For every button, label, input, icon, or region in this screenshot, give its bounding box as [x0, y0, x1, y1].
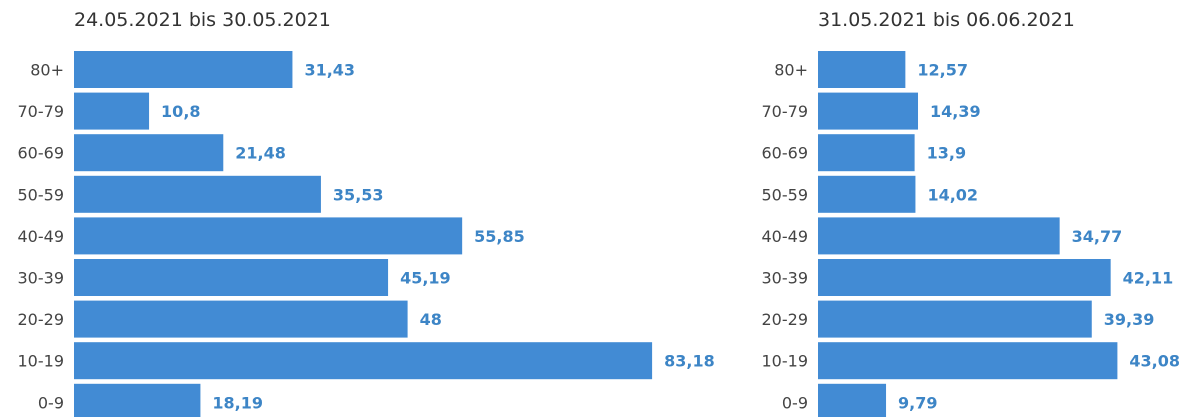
category-tick-label: 0-9 — [38, 393, 64, 412]
data-label: 83,18 — [664, 352, 715, 371]
data-label: 18,19 — [212, 393, 263, 412]
category-tick-label: 50-59 — [18, 185, 65, 204]
bar-chart-left: 80+ 31,43 70-79 10,8 60-69 21,48 50-59 35,53 40-… — [18, 51, 715, 417]
bar — [818, 383, 887, 417]
category-tick-label: 40-49 — [18, 227, 65, 246]
category-tick-label: 70-79 — [18, 102, 65, 121]
chart-panel-right: 31.05.2021 bis 06.06.2021 80+ 12,57 70-79 1… — [740, 0, 1195, 417]
bar-chart-right: 80+ 12,57 70-79 14,39 60-69 13,9 50-59 14,02 40-… — [762, 51, 1180, 417]
data-label: 35,53 — [333, 185, 384, 204]
data-label: 42,11 — [1123, 269, 1174, 288]
category-tick-label: 10-19 — [18, 352, 65, 371]
data-label: 12,57 — [917, 61, 968, 80]
bar — [818, 134, 915, 172]
bar — [818, 92, 919, 130]
data-label: 43,08 — [1129, 352, 1180, 371]
bar — [74, 134, 224, 172]
data-label: 14,39 — [930, 102, 981, 121]
bar — [74, 342, 653, 380]
category-tick-label: 20-29 — [762, 310, 809, 329]
data-label: 34,77 — [1072, 227, 1123, 246]
category-tick-label: 60-69 — [762, 144, 809, 163]
bar — [74, 217, 463, 255]
category-tick-label: 80+ — [30, 61, 64, 80]
category-tick-label: 30-39 — [18, 269, 65, 288]
bar — [818, 259, 1111, 296]
bar — [74, 259, 389, 296]
bar — [818, 342, 1118, 380]
data-label: 10,8 — [161, 102, 200, 121]
bar — [818, 175, 916, 213]
bar — [818, 217, 1060, 255]
chart-title: 31.05.2021 bis 06.06.2021 — [818, 9, 1075, 31]
category-tick-label: 80+ — [774, 61, 808, 80]
bar — [74, 51, 293, 88]
chart-title: 24.05.2021 bis 30.05.2021 — [74, 9, 331, 31]
data-label: 55,85 — [474, 227, 525, 246]
data-label: 31,43 — [304, 61, 355, 80]
category-tick-label: 40-49 — [762, 227, 809, 246]
data-label: 9,79 — [898, 393, 937, 412]
data-label: 45,19 — [400, 269, 451, 288]
category-tick-label: 50-59 — [762, 185, 809, 204]
bar — [74, 92, 150, 130]
category-tick-label: 20-29 — [18, 310, 65, 329]
data-label: 39,39 — [1104, 310, 1155, 329]
data-label: 14,02 — [927, 185, 978, 204]
data-label: 21,48 — [235, 144, 286, 163]
chart-panel-left: 24.05.2021 bis 30.05.2021 80+ 31,43 70-79 1… — [18, 9, 715, 417]
category-tick-label: 0-9 — [782, 393, 808, 412]
data-label: 48 — [420, 310, 442, 329]
category-tick-label: 60-69 — [18, 144, 65, 163]
category-tick-label: 10-19 — [762, 352, 809, 371]
bar — [74, 175, 321, 213]
category-tick-label: 70-79 — [762, 102, 809, 121]
category-tick-label: 30-39 — [762, 269, 809, 288]
bar — [74, 383, 201, 417]
bar — [74, 300, 408, 338]
bar — [818, 51, 906, 88]
data-label: 13,9 — [927, 144, 966, 163]
bar — [818, 300, 1092, 338]
